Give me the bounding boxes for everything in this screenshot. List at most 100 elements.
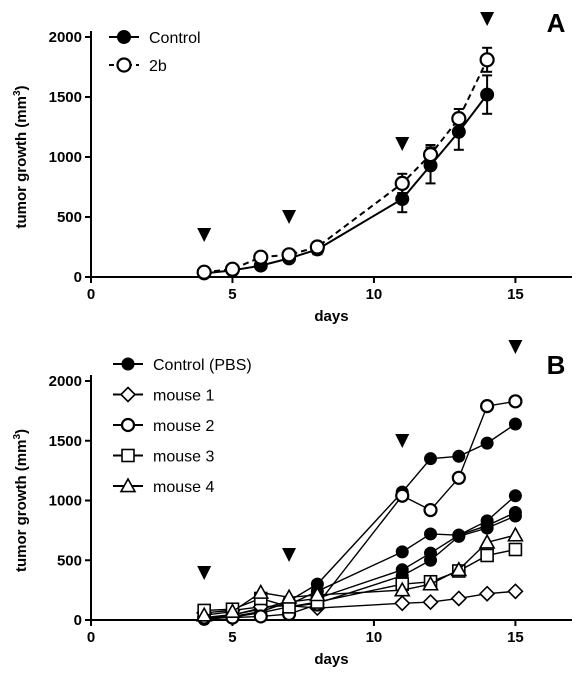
panel-b-data-point [422, 593, 439, 611]
panel-b-data-point [224, 602, 241, 619]
panel-b-y-tick-label: 1000 [49, 493, 82, 510]
panel-b-data-point [308, 586, 326, 602]
panel-a-data-point [196, 264, 212, 280]
panel-b-data-point [394, 595, 411, 612]
panel-a-y-tick-label: 0 [74, 269, 82, 286]
panel-a-data-point [479, 52, 495, 68]
panel-a-series-line [204, 93, 488, 275]
panel-b-data-point [507, 583, 524, 600]
panel-a-data-point [224, 261, 241, 277]
panel-b-y-tick-label: 0 [74, 612, 82, 629]
panel-a-arrowhead-marker [395, 137, 410, 151]
panel-b-data-point [253, 609, 268, 624]
panel-b-data-point [424, 527, 438, 541]
panel-b-legend-label: mouse 1 [153, 388, 214, 405]
panel-b-legend-label: Control (PBS) [153, 357, 252, 374]
panel-b-data-point [450, 561, 468, 577]
panel-b-data-point [507, 526, 524, 542]
panel-b-y-axis-title: tumor growth (mm3) [12, 429, 30, 572]
panel-b-legend-label: mouse 4 [153, 479, 214, 496]
panel-a-data-point [394, 175, 410, 191]
panel-a-legend-label: 2b [149, 58, 167, 75]
panel-b-data-point [508, 394, 523, 409]
panel-a-arrowhead-marker [480, 12, 495, 26]
panel-b-data-point [480, 548, 494, 563]
panel-b-data-point [480, 521, 494, 535]
panel-b-y-tick-label: 2000 [49, 373, 82, 390]
panel-b-series-line [204, 548, 516, 612]
panel-a-x-axis-title: days [314, 308, 348, 325]
panel-a-x-tick-label: 0 [87, 286, 95, 303]
panel-b-series-line [204, 590, 516, 614]
panel-b-data-point [395, 545, 409, 559]
panel-b-legend-label: mouse 3 [153, 449, 214, 466]
panel-b-x-tick-label: 10 [366, 629, 383, 646]
panel-b-data-point [395, 488, 410, 503]
panel-b-data-point [393, 581, 411, 597]
panel-a-data-point [253, 249, 269, 265]
panel-b-data-point [451, 470, 466, 485]
panel-b-series-line [204, 534, 516, 616]
panel-b-legend-marker [121, 357, 135, 371]
panel-b-data-point [480, 436, 494, 450]
panel-b-series-line [204, 515, 516, 621]
panel-a-legend-marker [117, 30, 131, 44]
panel-b-arrowhead-marker [197, 566, 212, 580]
panel-b-arrowhead-marker [508, 340, 523, 354]
panel-b-data-point [424, 553, 438, 567]
panel-b-data-point [452, 529, 466, 543]
panel-b-x-tick-label: 5 [228, 629, 236, 646]
panel-b-data-point [508, 542, 523, 557]
panel-b-data-point [280, 588, 298, 604]
panel-a-y-tick-label: 1000 [49, 149, 82, 166]
panel-b-x-tick-label: 0 [87, 629, 95, 646]
panel-b-y-tick-label: 1500 [49, 433, 82, 450]
panel-b-y-tick-label: 500 [57, 552, 82, 569]
panel-b-data-point [252, 583, 270, 599]
panel-b-data-point [452, 449, 466, 463]
panel-b-series-line [204, 511, 516, 619]
panel-a-data-point [422, 147, 439, 163]
panel-a-legend-marker [116, 57, 132, 73]
panel-b-legend-marker [120, 417, 136, 433]
panel-b-x-axis-title: days [314, 651, 348, 668]
panel-b-data-point [450, 590, 467, 607]
panel-b-data-point [478, 533, 496, 549]
panel-a-legend-label: Control [149, 30, 201, 47]
panel-a-data-point [451, 110, 467, 127]
panel-a-x-tick-label: 15 [507, 286, 524, 303]
panel-b-legend-label: mouse 2 [153, 418, 214, 435]
panel-b-data-point [480, 398, 495, 414]
panel-a-series-line [204, 59, 489, 274]
panel-a-y-tick-label: 500 [57, 209, 82, 226]
panel-b-series-line [204, 495, 516, 620]
panel-b-series-line [204, 400, 516, 619]
panel-b-arrowhead-marker [282, 548, 297, 562]
panel-b-letter: B [547, 350, 566, 380]
panel-b-data-point [478, 585, 496, 602]
panel-b-legend-marker [121, 448, 135, 463]
panel-a-data-point [309, 239, 325, 255]
panel-b-arrowhead-marker [395, 434, 410, 448]
panel-a-y-tick-label: 2000 [49, 29, 82, 46]
panel-a-data-point [395, 192, 410, 206]
panel-b-legend-marker [119, 477, 137, 493]
panel-a-x-tick-label: 10 [366, 286, 383, 303]
panel-b-chart: 0 5 10 15 0 500 1000 1500 2000 days tumor growth (… [12, 340, 572, 668]
panel-b-data-point [423, 502, 438, 518]
panel-a-arrowhead-marker [197, 228, 212, 242]
panel-a-y-tick-label: 1500 [49, 89, 82, 106]
panel-a-chart: 0 5 10 15 0 500 1000 1500 2000 days tumor growth (… [12, 8, 572, 325]
panel-a-data-point [281, 247, 297, 263]
panel-a-arrowhead-marker [282, 210, 297, 224]
panel-b-data-point [424, 452, 438, 466]
panel-b-data-point [195, 606, 213, 622]
panel-b-data-point [508, 417, 522, 431]
panel-b-legend-marker [119, 386, 137, 403]
panel-a-y-axis-title: tumor growth (mm3) [12, 85, 30, 228]
panel-b-x-tick-label: 15 [507, 629, 524, 646]
panel-b-data-point [508, 509, 522, 523]
panel-a-data-point [480, 87, 495, 102]
panel-a-x-tick-label: 5 [228, 286, 236, 303]
